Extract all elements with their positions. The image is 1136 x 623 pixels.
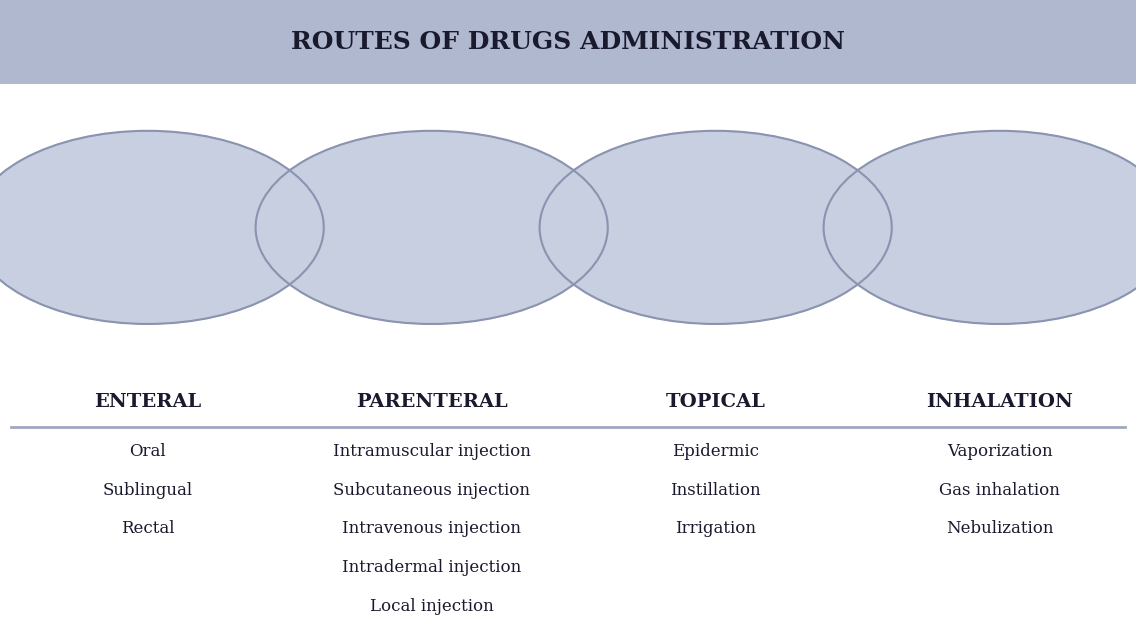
- Text: Intradermal injection: Intradermal injection: [342, 559, 521, 576]
- Circle shape: [540, 131, 892, 324]
- Text: Instillation: Instillation: [670, 482, 761, 499]
- FancyBboxPatch shape: [0, 0, 1136, 84]
- Text: Irrigation: Irrigation: [675, 520, 757, 538]
- Text: Oral: Oral: [130, 443, 166, 460]
- Text: Nebulization: Nebulization: [946, 520, 1053, 538]
- Text: Rectal: Rectal: [120, 520, 175, 538]
- Text: Intramuscular injection: Intramuscular injection: [333, 443, 531, 460]
- Text: Gas inhalation: Gas inhalation: [939, 482, 1060, 499]
- Text: Intravenous injection: Intravenous injection: [342, 520, 521, 538]
- Text: TOPICAL: TOPICAL: [666, 393, 766, 411]
- Circle shape: [256, 131, 608, 324]
- Text: Subcutaneous injection: Subcutaneous injection: [333, 482, 531, 499]
- Text: INHALATION: INHALATION: [926, 393, 1074, 411]
- Text: Vaporization: Vaporization: [947, 443, 1052, 460]
- Text: PARENTERAL: PARENTERAL: [356, 393, 508, 411]
- Text: Sublingual: Sublingual: [102, 482, 193, 499]
- Text: ROUTES OF DRUGS ADMINISTRATION: ROUTES OF DRUGS ADMINISTRATION: [291, 31, 845, 54]
- Circle shape: [824, 131, 1136, 324]
- Text: Local injection: Local injection: [370, 597, 493, 615]
- Circle shape: [0, 131, 324, 324]
- Text: Epidermic: Epidermic: [673, 443, 759, 460]
- Text: ENTERAL: ENTERAL: [94, 393, 201, 411]
